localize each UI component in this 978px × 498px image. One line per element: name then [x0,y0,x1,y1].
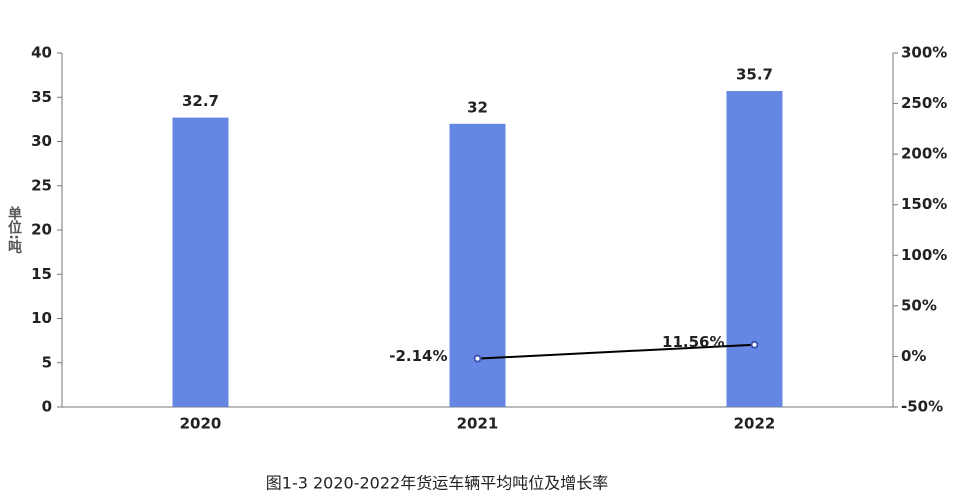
y2-tick-label: 300% [901,44,947,62]
line-marker [473,354,482,363]
y-tick-label: 15 [31,265,52,283]
y-tick-label: 5 [42,353,52,371]
line [477,343,755,360]
chart-title: 图1-3 2020-2022年货运车辆平均吨位及增长率 [266,474,608,493]
bar-value-label: 35.7 [736,66,773,84]
y-tick-label: 20 [31,221,52,239]
line-marker [750,340,759,349]
line-value-label: 11.56% [662,333,724,351]
y2-tick-label: 150% [901,195,947,213]
y2-tick-label: 100% [901,246,947,264]
y2-tick-label: 250% [901,94,947,112]
y2-tick-label: 0% [901,347,926,365]
x-tick-label: 2022 [734,415,776,433]
bar-value-label: 32.7 [182,92,219,110]
y-axis-label: 单位:吨 [6,206,22,256]
y-tick-label: 30 [31,132,52,150]
bar [449,123,506,408]
y2-tick-label: -50% [901,398,943,416]
x-tick-label: 2020 [180,415,222,433]
x-tick-label: 2021 [457,415,499,433]
bar-value-label: 32 [467,98,488,116]
y-tick-label: 40 [31,44,52,62]
y-tick-label: 10 [31,309,52,327]
y-tick-label: 0 [42,398,52,416]
y-tick-label: 35 [31,88,52,106]
y2-tick-label: 50% [901,296,937,314]
y2-tick-label: 200% [901,145,947,163]
line-value-label: -2.14% [389,347,447,365]
bar [726,91,783,408]
bar [172,117,229,407]
y-tick-label: 25 [31,176,52,194]
